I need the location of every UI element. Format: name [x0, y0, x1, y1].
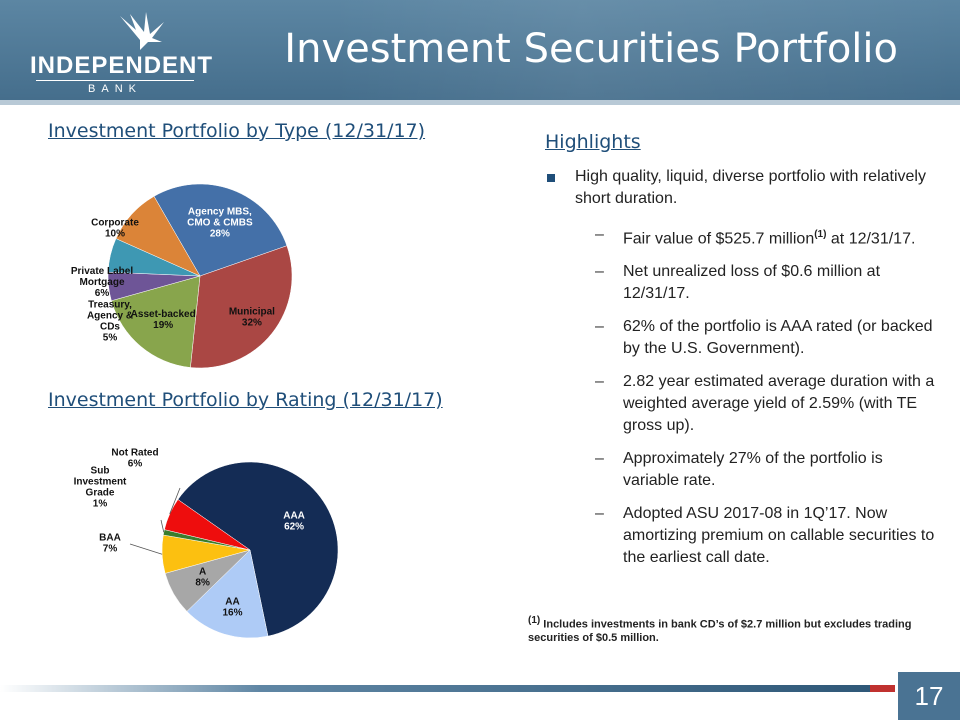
highlights-main-bullet: High quality, liquid, diverse portfolio …: [545, 166, 940, 210]
dash-bullet: –: [595, 373, 604, 391]
pie-slice-aaa: [177, 461, 339, 637]
footnote-text: Includes investments in bank CD’s of $2.…: [528, 618, 912, 644]
sub-bullet-text: 2.82 year estimated average duration wit…: [623, 373, 935, 435]
slice-label-asset-backed: Asset-backed 19%: [131, 309, 196, 331]
slice-label-baa: BAA 7%: [99, 533, 121, 555]
eagle-icon: [120, 12, 164, 50]
slice-label-not-rated: Not Rated 6%: [111, 448, 158, 470]
pie-slice-asset-backed: [111, 275, 201, 368]
sub-bullet-text: Approximately 27% of the portfolio is va…: [623, 450, 883, 490]
portfolio-by-type-chart: Agency MBS, CMO & CMBS 28% Municipal 32% Asse…: [71, 183, 293, 369]
sub-bullet-text: Fair value of $525.7 million: [623, 230, 815, 248]
sub-bullet: – Fair value of $525.7 million(1) at 12/…: [595, 224, 940, 250]
dash-bullet: –: [595, 450, 604, 468]
header-banner: INDEPENDENT BANK Investment Securities P…: [0, 0, 960, 100]
slice-label-corporate: Corporate 10%: [91, 218, 139, 240]
dash-bullet: –: [595, 318, 604, 336]
footer-bar: [0, 685, 870, 692]
dash-bullet: –: [595, 263, 604, 281]
sub-bullet: – 2.82 year estimated average duration w…: [595, 371, 940, 437]
pie-slice-corporate: [115, 195, 201, 277]
page-number: 17: [898, 672, 960, 720]
slice-label-private-label-mortgage: Private Label Mortgage 6%: [71, 266, 133, 299]
pie-slice-aa: [186, 549, 269, 639]
footnote: (1) Includes investments in bank CD’s of…: [528, 614, 928, 645]
leader-line: [169, 487, 181, 515]
rating-chart-title: Investment Portfolio by Rating (12/31/17…: [48, 389, 443, 411]
bank-logo: INDEPENDENT BANK: [30, 6, 214, 96]
slice-label-aa: AA 16%: [222, 597, 242, 619]
header-sheen: [330, 0, 960, 100]
page-title: Investment Securities Portfolio: [284, 26, 898, 72]
sub-bullet: – Net unrealized loss of $0.6 million at…: [595, 261, 940, 305]
highlights-sub-list: – Fair value of $525.7 million(1) at 12/…: [595, 224, 940, 580]
leader-line: [160, 519, 165, 533]
sub-bullet-text: Adopted ASU 2017-08 in 1Q’17. Now amorti…: [623, 505, 935, 567]
logo-name: INDEPENDENT: [30, 52, 214, 79]
type-chart-title: Investment Portfolio by Type (12/31/17): [48, 120, 426, 142]
footnote-marker: (1): [528, 615, 541, 626]
sub-bullet: – 62% of the portfolio is AAA rated (or …: [595, 316, 940, 360]
dash-bullet: –: [595, 505, 604, 523]
sub-bullet: – Approximately 27% of the portfolio is …: [595, 448, 940, 492]
pie-slice-not-rated: [164, 499, 251, 551]
square-bullet-icon: [547, 174, 555, 182]
slice-label-a: A 8%: [195, 567, 210, 589]
dash-bullet: –: [595, 226, 604, 243]
footnote-marker: (1): [814, 229, 827, 240]
sub-bullet-text: Net unrealized loss of $0.6 million at 1…: [623, 263, 881, 303]
pie-slice-agency-mbs-cmo-cmbs: [153, 183, 288, 277]
highlights-title: Highlights: [545, 131, 641, 153]
pie-slice-municipal: [190, 245, 293, 369]
leader-line: [129, 543, 163, 555]
slice-label-aaa: AAA 62%: [283, 510, 305, 532]
footer-accent: [870, 685, 895, 692]
sub-bullet-text: 62% of the portfolio is AAA rated (or ba…: [623, 318, 933, 358]
slice-label-municipal: Municipal 32%: [229, 307, 275, 329]
sub-bullet-text-cont: at 12/31/17.: [826, 230, 916, 248]
slice-label-sub-investment-grade: Sub Investment Grade 1%: [74, 466, 127, 510]
logo-divider: [36, 80, 194, 81]
logo-subtitle: BANK: [88, 83, 142, 95]
slice-label-agency-mbs-cmo-cmbs: Agency MBS, CMO & CMBS 28%: [187, 207, 253, 240]
slice-label-treasury-agency-cds: Treasury, Agency & CDs 5%: [87, 300, 133, 344]
sub-bullet: – Adopted ASU 2017-08 in 1Q’17. Now amor…: [595, 503, 940, 569]
header-divider: [0, 100, 960, 105]
main-bullet-text: High quality, liquid, diverse portfolio …: [575, 168, 926, 207]
portfolio-by-rating-chart: AAA 62% AA 16% A 8% BAA 7% Sub Investment Grade 1%N…: [74, 448, 339, 639]
